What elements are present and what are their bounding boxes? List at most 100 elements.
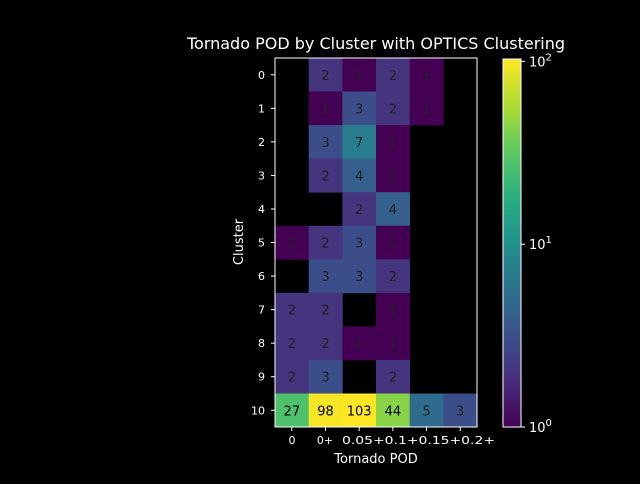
cell-value-label: 2: [321, 337, 329, 352]
cell-value-label: 2: [389, 69, 397, 84]
cell-value-label: 103: [347, 404, 372, 419]
heatmap-cell: [376, 158, 411, 193]
cell-value-label: 1: [422, 69, 430, 84]
cell-value-label: 1: [422, 102, 430, 117]
cell-value-label: 98: [317, 404, 334, 419]
heatmap-cell: [376, 91, 411, 126]
cell-value-label: 3: [456, 404, 464, 419]
y-axis-label: Cluster: [232, 218, 247, 265]
heatmap-cell: [275, 359, 310, 394]
cell-value-label: 3: [321, 270, 329, 285]
x-tick-label: 0+: [317, 434, 333, 447]
y-tick-label: 10: [251, 404, 265, 417]
heatmap-cell: [376, 393, 411, 428]
y-tick-label: 2: [258, 136, 265, 149]
cell-value-label: 2: [389, 102, 397, 117]
heatmap-cell: [376, 58, 411, 92]
cell-value-label: 2: [321, 237, 329, 252]
x-tick-label: 0.05+0.1+0.15+0.2+: [342, 434, 495, 447]
cell-value-label: 2: [288, 304, 296, 319]
heatmap-cell: [443, 393, 478, 428]
y-tick-label: 5: [258, 237, 265, 250]
y-tick-label: 1: [258, 102, 265, 115]
y-tick-label: 4: [258, 203, 265, 216]
heatmap-cell: [342, 125, 377, 160]
colorbar-ticks: 100 101 102: [521, 52, 552, 436]
heatmap-cell: [308, 158, 343, 193]
y-tick-label: 0: [258, 69, 265, 82]
heatmap-cell: [342, 393, 377, 428]
y-tick-label: 7: [258, 304, 265, 317]
cell-value-label: 2: [389, 371, 397, 386]
heatmap-cell: [342, 225, 377, 260]
cell-value-label: 2: [321, 169, 329, 184]
y-tick-label: 9: [258, 371, 265, 384]
cell-value-label: 5: [422, 404, 430, 419]
x-tick-label: 0: [289, 434, 296, 447]
cell-value-label: 1: [389, 237, 397, 252]
cell-value-label: 3: [321, 136, 329, 151]
heatmap-cell: [376, 225, 411, 260]
heatmap-cell: [308, 393, 343, 428]
cell-value-label: 1: [355, 337, 363, 352]
heatmap-cell: [275, 225, 310, 260]
heatmap-cell: [342, 91, 377, 126]
heatmap-cell: [342, 326, 377, 361]
colorbar-tick-label: 100: [529, 418, 552, 436]
cell-value-labels: 2 1 2 11 3 2 13 7 12 4 12 41 2 3 13 3 22 2 12 2 1 12 3 227 98 103…: [284, 69, 465, 419]
heatmap-cell: [342, 192, 377, 227]
cell-value-label: 4: [389, 203, 397, 218]
heatmap-cell: [308, 326, 343, 361]
cell-value-label: 3: [355, 270, 363, 285]
heatmap-cell: [275, 393, 310, 428]
heatmap-cell: [308, 225, 343, 260]
y-tick-label: 3: [258, 169, 265, 182]
heatmap-cell: [275, 326, 310, 361]
cell-value-label: 44: [385, 404, 402, 419]
heatmap-cell: [376, 326, 411, 361]
cell-value-label: 1: [389, 169, 397, 184]
cell-value-label: 3: [355, 102, 363, 117]
heatmap-cell: [342, 259, 377, 294]
heatmap-cell: [308, 259, 343, 294]
cell-value-label: 27: [284, 404, 301, 419]
heatmap-cell: [308, 91, 343, 126]
cell-value-label: 3: [355, 237, 363, 252]
x-axis-label: Tornado POD: [333, 452, 417, 467]
heatmap-cell: [376, 192, 411, 227]
y-tick-label: 8: [258, 337, 265, 350]
heatmap-cell: [376, 292, 411, 327]
cell-value-label: 1: [288, 237, 296, 252]
heatmap-cells: [275, 58, 478, 428]
colorbar-tick-label: 101: [529, 235, 552, 253]
cell-value-label: 2: [288, 337, 296, 352]
y-tick-label: 6: [258, 270, 265, 283]
cell-value-label: 1: [389, 337, 397, 352]
heatmap-cell: [376, 259, 411, 294]
heatmap-cell: [275, 292, 310, 327]
chart-title: Tornado POD by Cluster with OPTICS Clust…: [186, 34, 565, 53]
cell-value-label: 2: [389, 270, 397, 285]
heatmap-cell: [308, 292, 343, 327]
y-axis-ticks: 0 1 2 3 4 5 6 7 8 9 10: [251, 69, 275, 417]
heatmap-cell: [342, 158, 377, 193]
cell-value-label: 1: [321, 102, 329, 117]
heatmap-cell: [376, 359, 411, 394]
heatmap-cell: [409, 58, 444, 92]
colorbar-tick-label: 102: [529, 52, 552, 70]
heatmap-cell: [308, 125, 343, 160]
cell-value-label: 1: [389, 136, 397, 151]
cell-value-label: 3: [321, 371, 329, 386]
cell-value-label: 2: [321, 304, 329, 319]
heatmap-cell: [308, 359, 343, 394]
colorbar: [502, 58, 522, 428]
heatmap-cell: [308, 58, 343, 92]
heatmap-cell: [409, 91, 444, 126]
heatmap-cell: [342, 58, 377, 92]
heatmap-cell: [376, 125, 411, 160]
cell-value-label: 1: [389, 304, 397, 319]
cell-value-label: 2: [355, 203, 363, 218]
cell-value-label: 7: [355, 136, 363, 151]
